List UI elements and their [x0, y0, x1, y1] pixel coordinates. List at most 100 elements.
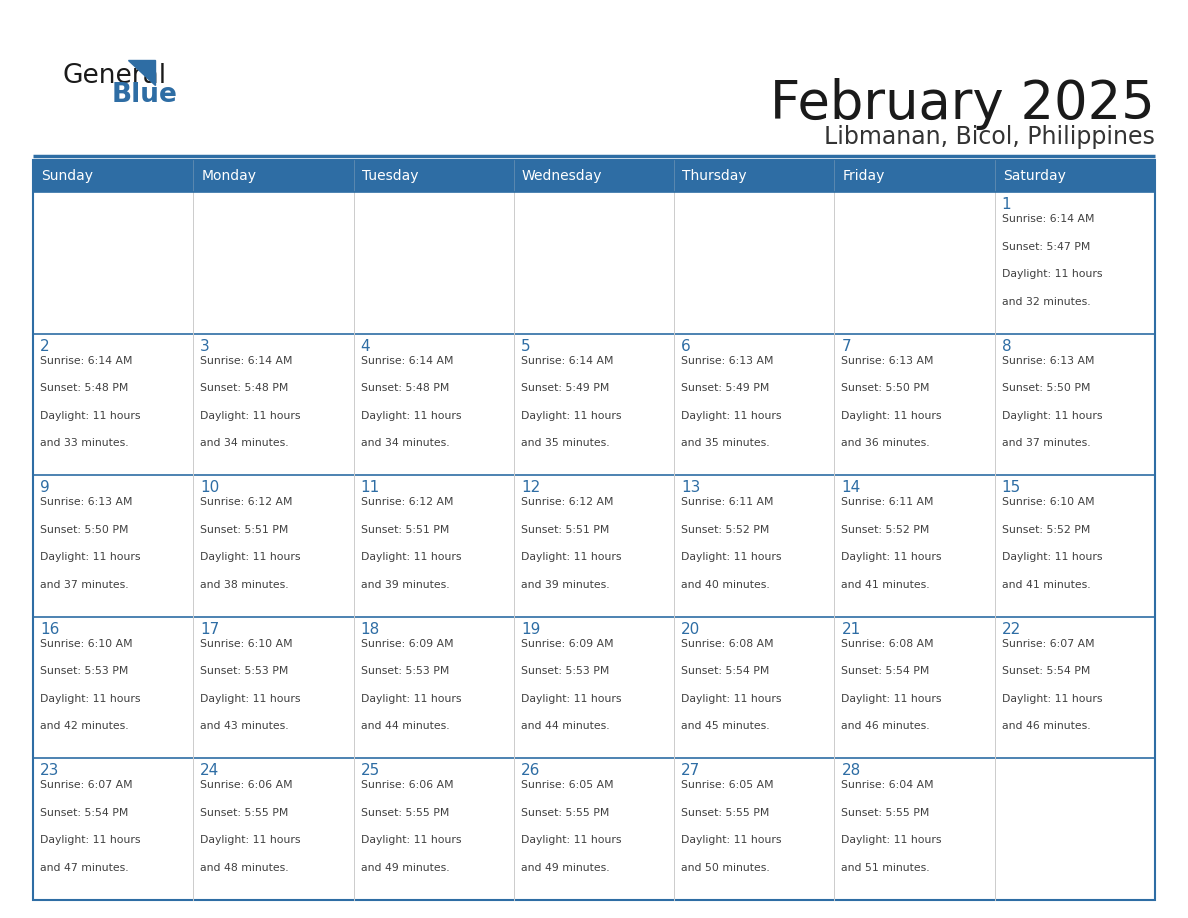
Text: 12: 12 [520, 480, 541, 495]
Text: 26: 26 [520, 764, 541, 778]
Text: Daylight: 11 hours: Daylight: 11 hours [1001, 410, 1102, 420]
Bar [194, 617, 354, 758]
Text: Sunset: 5:55 PM: Sunset: 5:55 PM [361, 808, 449, 818]
Text: Sunset: 5:55 PM: Sunset: 5:55 PM [681, 808, 770, 818]
Text: 13: 13 [681, 480, 701, 495]
Text: Tuesday: Tuesday [361, 169, 418, 183]
Text: 5: 5 [520, 339, 531, 353]
Text: and 49 minutes.: and 49 minutes. [520, 863, 609, 873]
Text: and 41 minutes.: and 41 minutes. [841, 580, 930, 589]
Text: and 37 minutes.: and 37 minutes. [1001, 438, 1091, 448]
Bar [514, 333, 674, 476]
Bar [194, 192, 354, 333]
Text: and 38 minutes.: and 38 minutes. [201, 580, 289, 589]
Text: Sunrise: 6:05 AM: Sunrise: 6:05 AM [520, 780, 613, 790]
Text: Sunset: 5:54 PM: Sunset: 5:54 PM [1001, 666, 1091, 677]
Text: Sunset: 5:54 PM: Sunset: 5:54 PM [841, 666, 930, 677]
Text: Sunrise: 6:13 AM: Sunrise: 6:13 AM [1001, 355, 1094, 365]
Text: Sunrise: 6:12 AM: Sunrise: 6:12 AM [201, 498, 292, 508]
Text: 7: 7 [841, 339, 851, 353]
Text: Daylight: 11 hours: Daylight: 11 hours [841, 410, 942, 420]
Text: 14: 14 [841, 480, 860, 495]
Text: and 46 minutes.: and 46 minutes. [841, 722, 930, 732]
Text: Friday: Friday [842, 169, 885, 183]
Text: Sunrise: 6:14 AM: Sunrise: 6:14 AM [201, 355, 292, 365]
Text: Sunset: 5:55 PM: Sunset: 5:55 PM [841, 808, 930, 818]
Text: Daylight: 11 hours: Daylight: 11 hours [40, 410, 140, 420]
Text: Sunset: 5:53 PM: Sunset: 5:53 PM [361, 666, 449, 677]
Text: Sunset: 5:50 PM: Sunset: 5:50 PM [841, 383, 930, 393]
Text: 11: 11 [361, 480, 380, 495]
Text: Daylight: 11 hours: Daylight: 11 hours [520, 553, 621, 562]
Text: 21: 21 [841, 621, 860, 637]
Text: Sunset: 5:49 PM: Sunset: 5:49 PM [681, 383, 770, 393]
Text: Daylight: 11 hours: Daylight: 11 hours [1001, 269, 1102, 279]
Text: Daylight: 11 hours: Daylight: 11 hours [520, 835, 621, 845]
Text: and 39 minutes.: and 39 minutes. [520, 580, 609, 589]
Bar [674, 476, 834, 617]
Text: Sunrise: 6:12 AM: Sunrise: 6:12 AM [361, 498, 453, 508]
Text: 20: 20 [681, 621, 701, 637]
Text: Sunrise: 6:07 AM: Sunrise: 6:07 AM [40, 780, 133, 790]
Text: Daylight: 11 hours: Daylight: 11 hours [520, 694, 621, 704]
Text: Sunrise: 6:04 AM: Sunrise: 6:04 AM [841, 780, 934, 790]
Text: and 36 minutes.: and 36 minutes. [841, 438, 930, 448]
Text: Sunrise: 6:14 AM: Sunrise: 6:14 AM [40, 355, 133, 365]
Text: Thursday: Thursday [682, 169, 747, 183]
Polygon shape [128, 60, 154, 85]
Text: Daylight: 11 hours: Daylight: 11 hours [201, 694, 301, 704]
Text: 4: 4 [361, 339, 371, 353]
Text: Sunrise: 6:14 AM: Sunrise: 6:14 AM [1001, 214, 1094, 224]
Text: Sunrise: 6:08 AM: Sunrise: 6:08 AM [681, 639, 773, 649]
Text: Sunset: 5:49 PM: Sunset: 5:49 PM [520, 383, 609, 393]
Text: and 35 minutes.: and 35 minutes. [681, 438, 770, 448]
Text: Daylight: 11 hours: Daylight: 11 hours [40, 835, 140, 845]
Text: Wednesday: Wednesday [522, 169, 602, 183]
Bar [834, 333, 994, 476]
Text: and 50 minutes.: and 50 minutes. [681, 863, 770, 873]
Bar [994, 617, 1155, 758]
Bar [194, 476, 354, 617]
Text: and 41 minutes.: and 41 minutes. [1001, 580, 1091, 589]
Text: Sunrise: 6:09 AM: Sunrise: 6:09 AM [520, 639, 613, 649]
Text: Sunset: 5:54 PM: Sunset: 5:54 PM [40, 808, 128, 818]
Bar [834, 476, 994, 617]
Bar [994, 758, 1155, 900]
Text: 15: 15 [1001, 480, 1020, 495]
Text: General: General [62, 63, 166, 89]
Text: 6: 6 [681, 339, 691, 353]
Text: and 44 minutes.: and 44 minutes. [520, 722, 609, 732]
Text: Sunrise: 6:10 AM: Sunrise: 6:10 AM [201, 639, 293, 649]
Text: Daylight: 11 hours: Daylight: 11 hours [681, 835, 782, 845]
Text: and 42 minutes.: and 42 minutes. [40, 722, 128, 732]
Bar [33, 758, 194, 900]
Text: Sunset: 5:54 PM: Sunset: 5:54 PM [681, 666, 770, 677]
Bar [33, 617, 194, 758]
Text: Daylight: 11 hours: Daylight: 11 hours [361, 553, 461, 562]
Text: Sunrise: 6:14 AM: Sunrise: 6:14 AM [361, 355, 453, 365]
Text: Sunrise: 6:12 AM: Sunrise: 6:12 AM [520, 498, 613, 508]
Text: 28: 28 [841, 764, 860, 778]
Bar [994, 333, 1155, 476]
Bar [514, 617, 674, 758]
Text: 17: 17 [201, 621, 220, 637]
Bar [514, 192, 674, 333]
Text: Daylight: 11 hours: Daylight: 11 hours [681, 694, 782, 704]
Bar [33, 160, 1155, 192]
Text: Daylight: 11 hours: Daylight: 11 hours [841, 553, 942, 562]
Bar [834, 617, 994, 758]
Bar [834, 192, 994, 333]
Text: Sunrise: 6:09 AM: Sunrise: 6:09 AM [361, 639, 453, 649]
Text: Sunrise: 6:07 AM: Sunrise: 6:07 AM [1001, 639, 1094, 649]
Text: and 34 minutes.: and 34 minutes. [361, 438, 449, 448]
Text: 22: 22 [1001, 621, 1020, 637]
Text: and 46 minutes.: and 46 minutes. [1001, 722, 1091, 732]
Bar [33, 192, 194, 333]
Text: Sunset: 5:48 PM: Sunset: 5:48 PM [361, 383, 449, 393]
Text: and 39 minutes.: and 39 minutes. [361, 580, 449, 589]
Text: Sunset: 5:51 PM: Sunset: 5:51 PM [201, 525, 289, 534]
Text: 1: 1 [1001, 197, 1011, 212]
Text: and 47 minutes.: and 47 minutes. [40, 863, 128, 873]
Text: 24: 24 [201, 764, 220, 778]
Text: Daylight: 11 hours: Daylight: 11 hours [361, 410, 461, 420]
